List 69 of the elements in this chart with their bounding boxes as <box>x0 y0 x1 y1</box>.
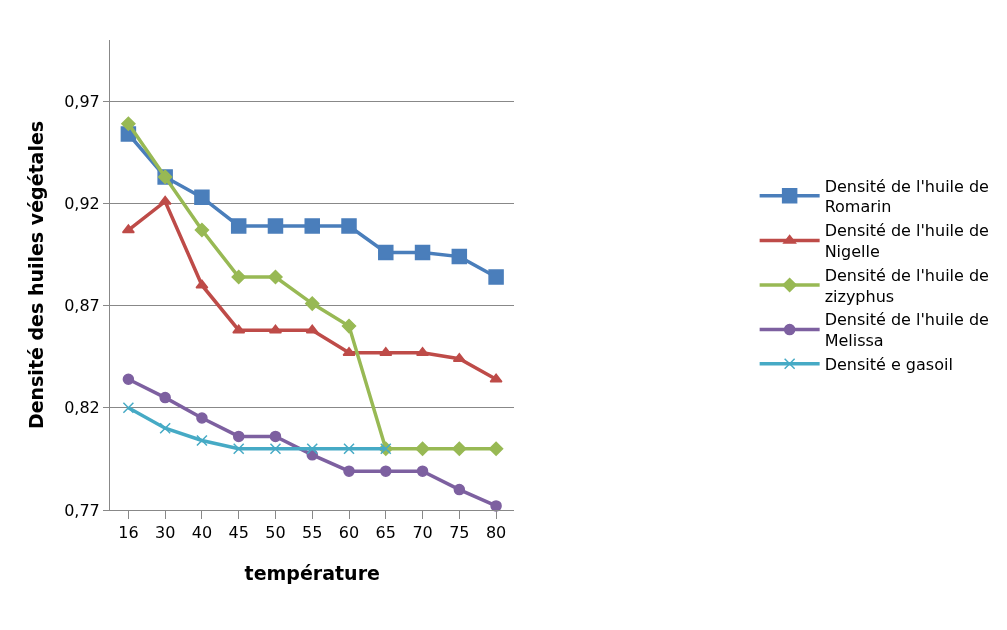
x-tick-label: 16 <box>118 523 139 543</box>
point <box>343 465 355 477</box>
point <box>380 465 392 477</box>
point <box>304 218 320 234</box>
point <box>269 442 282 455</box>
point <box>196 434 208 447</box>
point <box>232 430 245 443</box>
point <box>195 279 209 289</box>
point <box>490 500 502 512</box>
x-tick-label: 70 <box>412 523 433 543</box>
x-axis-title: température <box>244 562 380 584</box>
point <box>194 222 210 238</box>
point <box>159 422 171 435</box>
y-axis-title: Densité des huiles végétales <box>25 120 48 430</box>
point <box>122 402 135 414</box>
legend-label: Densité de l'huile de Nigelle <box>824 221 989 262</box>
legend-label: Densité de l'huile de Romarin <box>824 176 989 217</box>
point <box>267 218 284 234</box>
point <box>304 296 320 311</box>
point <box>230 218 247 234</box>
point <box>488 269 504 285</box>
point <box>416 465 429 477</box>
x-tick-label: 30 <box>154 523 176 543</box>
x-tick-label: 55 <box>302 523 323 543</box>
point <box>452 441 467 456</box>
point <box>305 324 319 334</box>
y-tick-label: 0,82 <box>64 398 100 418</box>
point <box>268 324 282 334</box>
point <box>159 391 171 404</box>
point <box>268 269 283 285</box>
point <box>452 353 466 363</box>
point <box>414 244 431 261</box>
y-tick-label: 0,87 <box>64 296 100 316</box>
point <box>269 430 282 443</box>
x-tick-label: 60 <box>338 523 360 543</box>
x-tick-label: 65 <box>375 523 396 543</box>
point <box>232 324 246 334</box>
point <box>415 441 430 456</box>
point <box>453 483 466 496</box>
legend-label: Densité e gasoil <box>824 355 953 375</box>
point <box>121 116 136 132</box>
point <box>194 189 210 206</box>
point <box>158 195 172 205</box>
point <box>341 218 357 234</box>
point <box>306 442 318 455</box>
y-tick-label: 0,92 <box>64 194 100 214</box>
y-tick-label: 0,77 <box>64 500 100 520</box>
x-tick-label: 80 <box>485 523 507 543</box>
point <box>489 373 503 383</box>
point <box>232 442 245 455</box>
point <box>379 346 393 356</box>
point <box>121 224 135 234</box>
x-tick-label: 45 <box>228 523 249 543</box>
point <box>451 248 468 265</box>
x-tick-label: 75 <box>449 523 470 543</box>
point <box>231 269 246 285</box>
point <box>122 373 135 385</box>
point <box>196 412 208 424</box>
point <box>416 346 430 356</box>
y-tick-label: 0,97 <box>64 91 100 111</box>
point <box>378 244 394 261</box>
legend-label: Densité de l'huile de Melissa <box>824 310 989 351</box>
x-tick-label: 50 <box>265 523 286 543</box>
point <box>341 318 357 334</box>
legend-label: Densité de l'huile de zizyphus <box>824 265 989 306</box>
point <box>488 441 504 456</box>
point <box>342 346 356 356</box>
point <box>343 442 355 455</box>
x-tick-label: 40 <box>191 523 213 543</box>
